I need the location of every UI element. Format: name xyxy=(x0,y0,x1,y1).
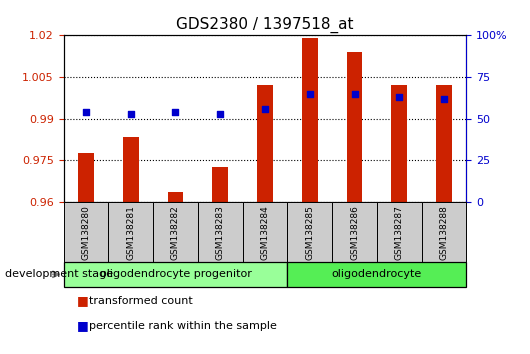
Text: transformed count: transformed count xyxy=(89,296,193,306)
Bar xyxy=(198,202,243,262)
Bar xyxy=(377,202,422,262)
Point xyxy=(261,106,269,112)
Bar xyxy=(422,202,466,262)
Bar xyxy=(332,202,377,262)
Point xyxy=(82,109,90,115)
Text: GSM138287: GSM138287 xyxy=(395,205,404,260)
Text: GSM138286: GSM138286 xyxy=(350,205,359,260)
Text: development stage: development stage xyxy=(5,269,113,279)
Text: GSM138285: GSM138285 xyxy=(305,205,314,260)
Point xyxy=(395,94,403,100)
Bar xyxy=(302,38,317,202)
Text: GSM138282: GSM138282 xyxy=(171,205,180,259)
Point xyxy=(440,96,448,102)
Bar xyxy=(392,85,407,202)
Point xyxy=(305,91,314,96)
Bar xyxy=(436,85,452,202)
Bar xyxy=(347,52,363,202)
Bar xyxy=(64,202,108,262)
Bar xyxy=(108,202,153,262)
Text: GSM138288: GSM138288 xyxy=(439,205,448,260)
Bar xyxy=(64,262,287,287)
Text: GSM138284: GSM138284 xyxy=(261,205,269,259)
Text: GSM138283: GSM138283 xyxy=(216,205,225,260)
Point xyxy=(216,111,225,116)
Bar xyxy=(257,85,273,202)
Point xyxy=(350,91,359,96)
Bar xyxy=(243,202,287,262)
Point xyxy=(127,111,135,116)
Text: GSM138280: GSM138280 xyxy=(82,205,91,260)
Text: ■: ■ xyxy=(77,295,89,307)
Text: oligodendrocyte progenitor: oligodendrocyte progenitor xyxy=(100,269,251,279)
Bar xyxy=(153,202,198,262)
Title: GDS2380 / 1397518_at: GDS2380 / 1397518_at xyxy=(176,16,354,33)
Text: ■: ■ xyxy=(77,319,89,332)
Text: GSM138281: GSM138281 xyxy=(126,205,135,260)
Text: percentile rank within the sample: percentile rank within the sample xyxy=(89,321,277,331)
Bar xyxy=(78,153,94,202)
Bar xyxy=(123,137,138,202)
Point xyxy=(171,109,180,115)
Bar xyxy=(287,262,466,287)
Text: oligodendrocyte: oligodendrocyte xyxy=(332,269,422,279)
Bar xyxy=(287,202,332,262)
Bar xyxy=(167,192,183,202)
Bar xyxy=(213,167,228,202)
